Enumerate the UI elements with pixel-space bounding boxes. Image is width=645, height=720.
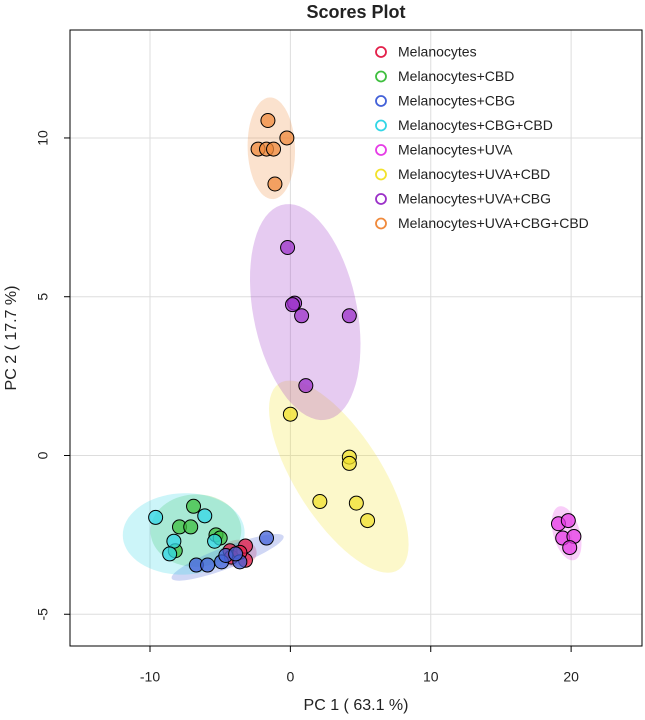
point (228, 546, 244, 562)
point (207, 533, 223, 549)
legend-marker (375, 95, 387, 107)
y-tick-label: 10 (35, 130, 51, 146)
point (200, 557, 216, 573)
legend-label: Melanocytes+UVA (398, 142, 513, 158)
y-axis-label: PC 2 ( 17.7 %) (3, 286, 20, 391)
point (259, 530, 275, 546)
point (162, 546, 178, 562)
legend-label: Melanocytes+CBD (398, 68, 514, 84)
point (148, 509, 164, 525)
point (294, 308, 310, 324)
point (348, 495, 364, 511)
x-tick-label: -10 (140, 669, 160, 685)
point (360, 513, 376, 529)
point (560, 513, 576, 529)
point (562, 540, 578, 556)
point (298, 378, 314, 394)
plot-frame (69, 29, 643, 647)
legend: Melanocytes Melanocytes+CBD Melanocytes+CB… (375, 44, 589, 231)
point (186, 498, 202, 514)
x-tick-label: 0 (286, 669, 294, 685)
legend-marker (375, 193, 387, 205)
y-tick-label: 0 (35, 451, 51, 459)
point (267, 176, 283, 192)
point (197, 508, 213, 524)
point (183, 519, 199, 535)
legend-label: Melanocytes+CBG (398, 93, 515, 109)
x-axis-label: PC 1 ( 63.1 %) (304, 697, 409, 714)
point (166, 533, 182, 549)
point (260, 112, 276, 128)
point (284, 297, 300, 313)
legend-label: Melanocytes+UVA+CBG (398, 191, 551, 207)
point (341, 455, 357, 471)
y-tick-label: -5 (35, 608, 51, 621)
point (312, 494, 328, 510)
legend-label: Melanocytes+CBG+CBD (398, 117, 553, 133)
legend-label: Melanocytes (398, 44, 477, 60)
points (148, 112, 582, 573)
point (280, 240, 296, 256)
legend-label: Melanocytes+UVA+CBD (398, 166, 550, 182)
point (279, 130, 295, 146)
legend-marker (375, 46, 387, 58)
point (282, 406, 298, 422)
point (266, 141, 282, 157)
legend-marker (375, 119, 387, 132)
point (341, 308, 357, 324)
legend-marker (375, 70, 387, 83)
x-tick-label: 10 (423, 669, 439, 685)
legend-label: Melanocytes+UVA+CBG+CBD (398, 215, 589, 231)
legend-marker (375, 217, 387, 230)
y-tick-label: 5 (35, 293, 51, 301)
legend-marker (375, 168, 387, 181)
chart-title: Scores Plot (306, 2, 405, 22)
x-tick-label: 20 (563, 669, 579, 685)
legend-marker (375, 144, 387, 156)
